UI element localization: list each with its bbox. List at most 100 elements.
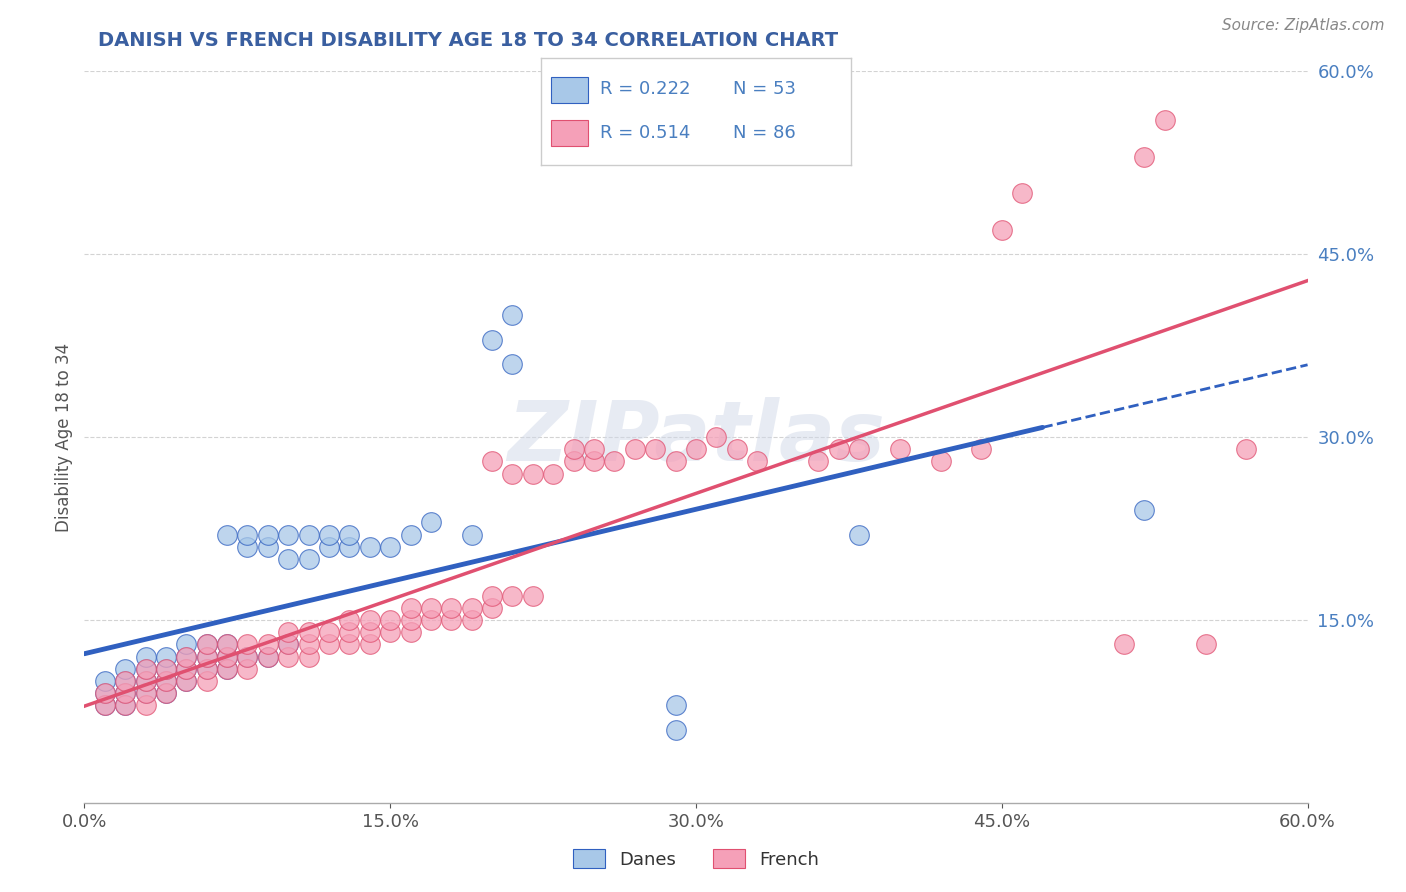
Point xyxy=(135,673,157,688)
Point xyxy=(502,589,524,603)
Y-axis label: Disability Age 18 to 34: Disability Age 18 to 34 xyxy=(55,343,73,532)
Point xyxy=(93,686,115,700)
Point xyxy=(624,442,647,457)
Point xyxy=(195,673,218,688)
Point xyxy=(155,662,177,676)
Point xyxy=(481,600,503,615)
Point xyxy=(583,442,606,457)
Point xyxy=(257,649,280,664)
Point xyxy=(1236,442,1258,457)
Point xyxy=(277,552,299,566)
Point xyxy=(481,333,503,347)
Point xyxy=(217,637,239,651)
Point xyxy=(217,662,239,676)
Point xyxy=(339,527,361,541)
Point xyxy=(114,673,136,688)
Point xyxy=(236,527,259,541)
Point xyxy=(298,527,321,541)
Point xyxy=(420,600,443,615)
Point xyxy=(257,527,280,541)
Point xyxy=(380,540,402,554)
Point xyxy=(93,686,115,700)
Point xyxy=(440,613,463,627)
Point xyxy=(848,442,870,457)
Point xyxy=(1011,186,1033,201)
Point xyxy=(970,442,993,457)
Point xyxy=(399,527,422,541)
Point xyxy=(665,723,688,737)
Point xyxy=(339,613,361,627)
Point xyxy=(155,673,177,688)
Point xyxy=(665,454,688,468)
Point xyxy=(135,698,157,713)
Point xyxy=(155,686,177,700)
Point xyxy=(135,673,157,688)
Point xyxy=(114,698,136,713)
Point xyxy=(277,625,299,640)
Point xyxy=(461,613,484,627)
Point xyxy=(174,662,197,676)
Point xyxy=(889,442,911,457)
Point xyxy=(236,540,259,554)
Point xyxy=(195,662,218,676)
Point xyxy=(543,467,565,481)
Point xyxy=(665,698,688,713)
Point xyxy=(644,442,666,457)
Point xyxy=(420,516,443,530)
Point xyxy=(155,662,177,676)
Point xyxy=(359,540,381,554)
Point xyxy=(135,686,157,700)
Point xyxy=(236,649,259,664)
Point xyxy=(991,223,1014,237)
Point xyxy=(747,454,769,468)
Point xyxy=(114,673,136,688)
Point xyxy=(174,649,197,664)
Point xyxy=(502,308,524,322)
Point xyxy=(298,625,321,640)
Point xyxy=(236,637,259,651)
Point xyxy=(359,625,381,640)
Point xyxy=(257,649,280,664)
Point xyxy=(318,625,340,640)
Point xyxy=(174,673,197,688)
Point xyxy=(1133,503,1156,517)
Point xyxy=(603,454,626,468)
Point xyxy=(1133,150,1156,164)
Point xyxy=(399,600,422,615)
Point xyxy=(236,649,259,664)
Point xyxy=(155,673,177,688)
Text: ZIPatlas: ZIPatlas xyxy=(508,397,884,477)
Text: R = 0.222: R = 0.222 xyxy=(600,79,690,98)
Point xyxy=(195,649,218,664)
Point xyxy=(562,442,585,457)
Point xyxy=(828,442,851,457)
Point xyxy=(725,442,748,457)
Point xyxy=(195,637,218,651)
Point xyxy=(1195,637,1218,651)
Point xyxy=(217,637,239,651)
Point xyxy=(706,430,728,444)
Point xyxy=(277,637,299,651)
Point xyxy=(339,637,361,651)
Point xyxy=(114,662,136,676)
Point xyxy=(93,673,115,688)
Point xyxy=(318,527,340,541)
Point xyxy=(195,649,218,664)
Point xyxy=(298,649,321,664)
Point xyxy=(298,552,321,566)
Legend: Danes, French: Danes, French xyxy=(565,842,827,876)
Point xyxy=(807,454,830,468)
Point xyxy=(929,454,952,468)
Point xyxy=(195,662,218,676)
Point xyxy=(481,454,503,468)
Point xyxy=(257,540,280,554)
Point xyxy=(318,540,340,554)
Point xyxy=(481,589,503,603)
Point xyxy=(93,698,115,713)
Point xyxy=(339,540,361,554)
Point xyxy=(298,637,321,651)
Point xyxy=(461,527,484,541)
Point xyxy=(277,527,299,541)
Bar xyxy=(551,77,588,103)
Point xyxy=(461,600,484,615)
